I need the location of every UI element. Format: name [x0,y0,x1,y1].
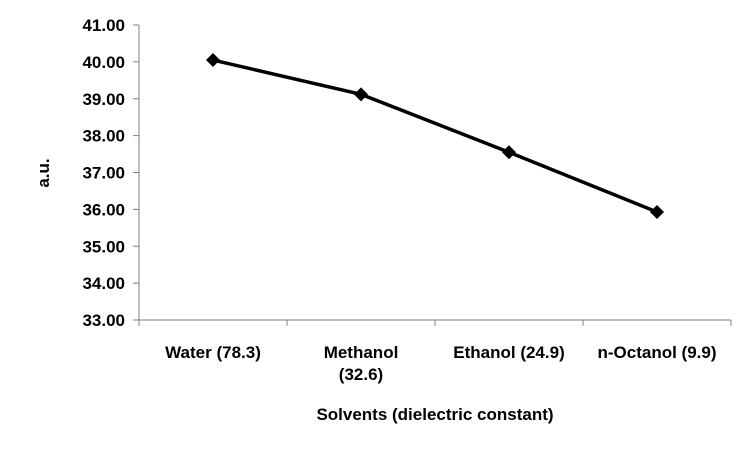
data-point-marker [206,53,220,68]
x-axis: Water (78.3) Methanol (32.6) Ethanol (24.9)… [138,319,732,384]
y-tick-label: 40.00 [82,53,125,72]
x-tick-label: Ethanol (24.9) [453,343,564,362]
data-point-marker [650,204,664,219]
data-point-marker [502,145,516,160]
x-tick-label-line: n-Octanol (9.9) [597,343,716,362]
series-line [212,58,658,214]
x-tick-label: Methanol (32.6) [324,343,399,384]
y-tick-label: 35.00 [82,237,125,256]
y-axis: 33.00 34.00 35.00 36.00 37.00 38.00 39.00 40.00… [82,16,140,330]
y-tick-label: 36.00 [82,200,125,219]
x-tick-label-line: Methanol [324,343,399,362]
data-point-marker [354,87,368,102]
x-tick-label-line: Water (78.3) [165,343,261,362]
y-tick-label: 41.00 [82,16,125,35]
y-tick-label: 39.00 [82,90,125,109]
series-layer [206,53,664,219]
x-tick-label: n-Octanol (9.9) [597,343,716,362]
y-axis-title: a.u. [34,158,53,187]
y-tick-label: 33.00 [82,311,125,330]
x-tick-label: Water (78.3) [165,343,261,362]
y-tick-label: 38.00 [82,127,125,146]
x-axis-title: Solvents (dielectric constant) [316,405,553,424]
x-tick-label-line: Ethanol (24.9) [453,343,564,362]
y-tick-label: 34.00 [82,274,125,293]
y-tick-label: 37.00 [82,164,125,183]
x-tick-label-line: (32.6) [339,365,383,384]
